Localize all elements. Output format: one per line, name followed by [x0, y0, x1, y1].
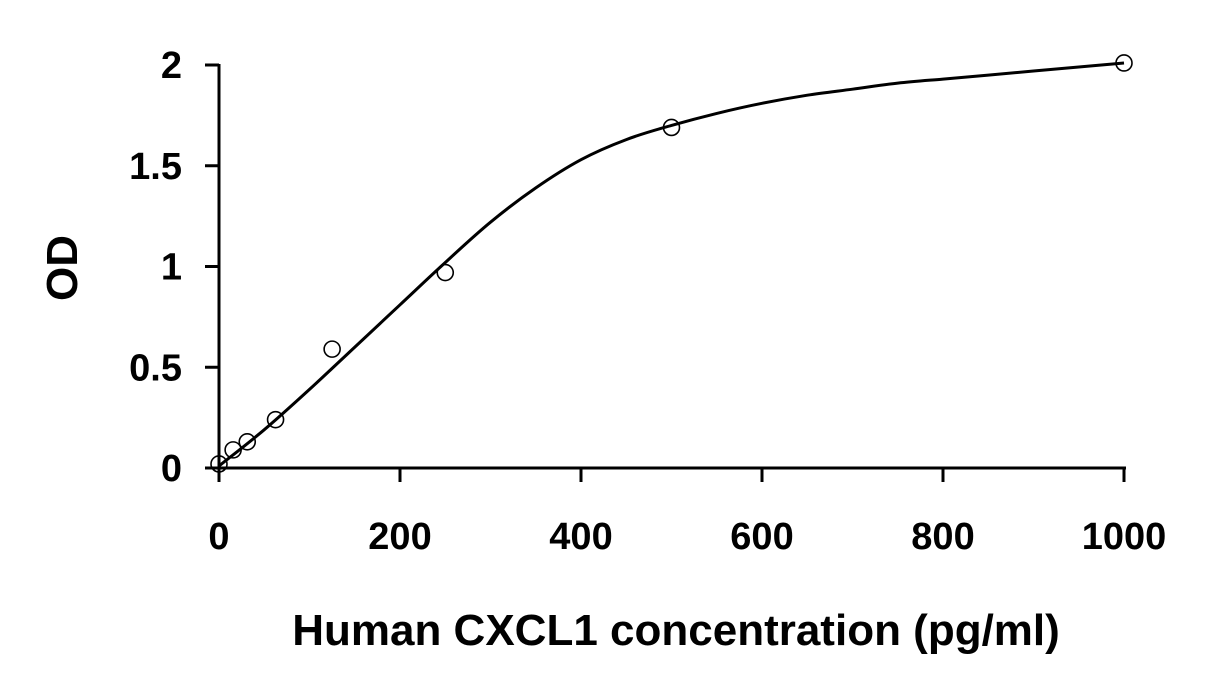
- x-tick-label: 1000: [1082, 516, 1167, 558]
- x-tick-label: 200: [368, 516, 431, 558]
- data-point: [266, 410, 285, 429]
- y-axis-title: OD: [38, 235, 87, 301]
- data-point: [1115, 54, 1133, 72]
- y-tick-label: 1.5: [129, 146, 182, 188]
- data-points: [210, 54, 1133, 473]
- data-point: [323, 340, 341, 358]
- fit-curve: [218, 61, 1125, 468]
- data-point: [238, 433, 257, 451]
- axes: [205, 63, 1126, 482]
- data-point: [224, 441, 242, 459]
- y-tick-label: 0: [161, 448, 182, 490]
- tick-labels: 0 0.5 1 1.5 2 0 200 400 600 800 1000: [129, 45, 1166, 558]
- x-tick-label: 600: [730, 516, 793, 558]
- x-tick-label: 800: [911, 516, 974, 558]
- data-point: [662, 118, 681, 137]
- y-tick-label: 1: [161, 247, 182, 289]
- data-point: [210, 455, 228, 473]
- data-point: [436, 263, 455, 282]
- y-tick-label: 0.5: [129, 347, 182, 389]
- x-tick-label: 0: [208, 516, 229, 558]
- x-axis-title: Human CXCL1 concentration (pg/ml): [292, 606, 1060, 655]
- y-tick-label: 2: [161, 45, 182, 87]
- fit-curve-layer: [218, 61, 1125, 468]
- x-tick-label: 400: [549, 516, 612, 558]
